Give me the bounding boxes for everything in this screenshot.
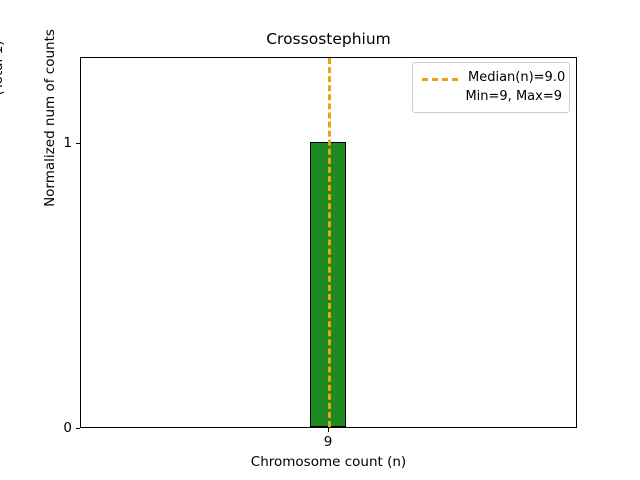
- dashed-line-icon: [420, 72, 460, 84]
- xtick-label-9: 9: [323, 434, 333, 450]
- legend: Median(n)=9.0 Min=9, Max=9: [412, 62, 570, 113]
- ytick-mark-0: [76, 428, 80, 429]
- ytick-label-0: 0: [63, 420, 72, 436]
- plot-area: [80, 57, 577, 428]
- legend-item-minmax: Min=9, Max=9: [420, 87, 562, 106]
- y-axis-label: Normalized num of counts: [42, 29, 58, 207]
- x-axis-label: Chromosome count (n): [250, 454, 407, 470]
- xtick-mark-9: [328, 428, 329, 432]
- page-title: Crossostephium: [266, 30, 391, 48]
- legend-label-minmax: Min=9, Max=9: [465, 89, 562, 104]
- ytick-mark-1: [76, 143, 80, 144]
- y-axis-label-total: (Total 1): [0, 40, 6, 96]
- legend-label-median: Median(n)=9.0: [468, 70, 566, 85]
- legend-item-median: Median(n)=9.0: [420, 68, 566, 87]
- median-line: [328, 58, 331, 427]
- ytick-label-1: 1: [63, 135, 72, 151]
